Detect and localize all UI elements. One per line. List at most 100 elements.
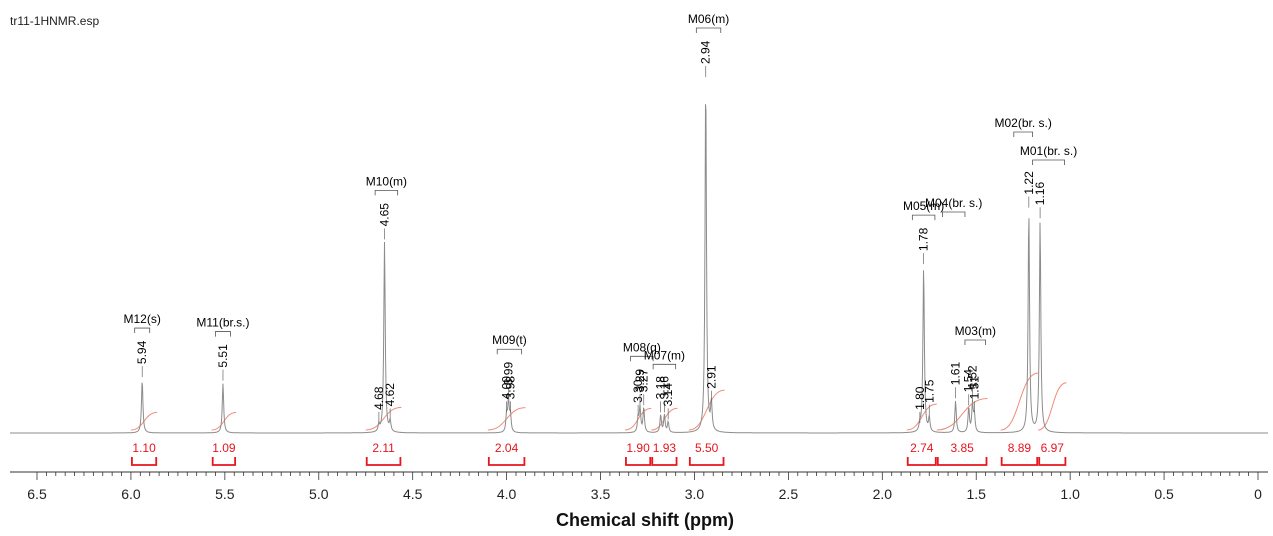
integral-value-3: 2.04 xyxy=(495,441,519,455)
multiplet-label-5: M07(m) xyxy=(644,348,685,362)
x-tick-label-0: 6.5 xyxy=(27,486,47,502)
multiplet-bracket-10 xyxy=(1013,131,1033,137)
multiplet-bracket-2 xyxy=(374,189,399,196)
peak-labels: 5.94 5.51 4.68 4.65 4.62 4.003.993.98 3.303.29… xyxy=(135,40,1047,423)
peak-label-15: 2.91 xyxy=(704,365,718,389)
integral-curve-2 xyxy=(365,406,402,431)
multiplet-bracket-8 xyxy=(942,211,966,217)
multiplet-label-2: M10(m) xyxy=(366,174,407,188)
x-tick-label-1: 6.0 xyxy=(121,486,141,502)
multiplet-bracket-7 xyxy=(911,214,936,221)
multiplet-bracket-5 xyxy=(652,363,677,370)
integral-bracket-5 xyxy=(651,457,678,466)
integral-curve-8 xyxy=(936,398,988,431)
peak-label-8: 3.30 xyxy=(631,379,645,403)
integral-value-2: 2.11 xyxy=(372,441,395,455)
peak-label-12: 3.16 xyxy=(657,376,671,400)
spectrum-line xyxy=(10,104,1268,434)
peak-label-19: 1.61 xyxy=(949,362,963,386)
multiplet-label-7: M05(m) xyxy=(903,199,944,213)
integral-curve-6 xyxy=(688,389,725,431)
x-tick-label-9: 2.0 xyxy=(873,486,893,502)
x-tick-label-4: 4.5 xyxy=(403,486,423,502)
x-tick-label-13: 0 xyxy=(1254,486,1262,502)
peak-label-10: 3.27 xyxy=(637,369,651,393)
integral-bracket-3 xyxy=(487,457,526,466)
x-tick-label-7: 3.0 xyxy=(685,486,705,502)
x-axis-title: Chemical shift (ppm) xyxy=(556,510,734,530)
multiplet-labels: M12(s) M11(br.s.) M10(m) M09(t) M08(q)M07(m)… xyxy=(124,12,1077,370)
integral-curve-1 xyxy=(211,411,237,431)
integral-bracket-8 xyxy=(936,457,988,466)
peak-label-18: 1.75 xyxy=(922,379,936,403)
integral-bracket-6 xyxy=(688,457,725,466)
peak-label-9: 3.29 xyxy=(633,369,647,393)
multiplet-label-4: M08(q) xyxy=(623,340,661,354)
integral-value-7: 2.74 xyxy=(910,441,934,455)
multiplet-label-10: M02(br. s.) xyxy=(995,116,1052,130)
integral-value-10: 6.97 xyxy=(1041,441,1065,455)
peak-label-24: 1.16 xyxy=(1033,182,1047,206)
peak-label-14: 2.94 xyxy=(699,40,713,64)
x-tick-label-8: 2.5 xyxy=(779,486,799,502)
multiplet-bracket-0 xyxy=(134,327,151,334)
peak-label-23: 1.22 xyxy=(1022,171,1036,195)
integral-value-6: 5.50 xyxy=(695,441,719,455)
integral-curve-7 xyxy=(906,403,937,431)
peak-label-16: 1.80 xyxy=(913,386,927,410)
peak-label-6: 3.99 xyxy=(502,362,516,386)
multiplet-bracket-9 xyxy=(964,339,987,345)
multiplet-bracket-3 xyxy=(496,348,523,355)
integral-value-8: 3.85 xyxy=(950,441,974,455)
multiplet-label-0: M12(s) xyxy=(124,312,161,326)
integral-value-1: 1.09 xyxy=(212,441,236,455)
peak-label-20: 1.54 xyxy=(962,369,976,393)
x-axis: 6.5 6.0 5.5 5.0 4.5 4.0 3.5 3.0 2.5 2.0 1.5 1.0 0.5 0 xyxy=(10,471,1268,502)
peak-label-2: 4.68 xyxy=(372,386,386,410)
x-tick-label-12: 0.5 xyxy=(1154,486,1174,502)
integral-bracket-10 xyxy=(1038,457,1067,466)
integral-value-5: 1.93 xyxy=(653,441,677,455)
peak-label-0: 5.94 xyxy=(135,340,149,364)
multiplet-label-1: M11(br.s.) xyxy=(196,316,249,330)
integral-value-0: 1.10 xyxy=(132,441,156,455)
multiplet-label-8: M04(br. s.) xyxy=(925,196,982,210)
multiplet-bracket-6 xyxy=(695,27,722,33)
peak-label-5: 4.00 xyxy=(500,376,514,400)
integral-curve-3 xyxy=(487,407,526,431)
peak-label-13: 3.14 xyxy=(661,383,675,407)
integral-markers: 1.10 1.09 2.11 2.04 1.90 1.93 5.50 2.74 3.85 8.89… xyxy=(131,441,1067,466)
x-tick-label-11: 1.0 xyxy=(1060,486,1080,502)
multiplet-bracket-1 xyxy=(215,331,231,337)
integral-curve-10 xyxy=(1038,382,1067,431)
integral-bracket-0 xyxy=(131,457,158,466)
integral-curve-9 xyxy=(1000,372,1039,431)
peak-label-4: 4.62 xyxy=(383,383,397,407)
multiplet-label-3: M09(t) xyxy=(492,333,527,347)
x-tick-label-3: 5.0 xyxy=(309,486,329,502)
multiplet-bracket-11 xyxy=(1032,159,1065,165)
integral-bracket-1 xyxy=(211,457,237,466)
multiplet-bracket-4 xyxy=(630,355,654,362)
integral-value-4: 1.90 xyxy=(626,441,650,455)
peak-label-21: 1.52 xyxy=(966,365,980,389)
x-tick-label-10: 1.5 xyxy=(966,486,986,502)
peak-label-1: 5.51 xyxy=(216,344,230,368)
x-tick-label-5: 4.0 xyxy=(497,486,517,502)
multiplet-label-6: M06(m) xyxy=(688,12,729,26)
integral-bracket-7 xyxy=(906,457,937,466)
multiplet-label-11: M01(br. s.) xyxy=(1020,144,1077,158)
integral-bracket-9 xyxy=(1000,457,1039,466)
peak-label-11: 3.18 xyxy=(654,376,668,400)
x-tick-label-2: 5.5 xyxy=(215,486,235,502)
peak-label-22: 1.51 xyxy=(967,376,981,400)
spectrum-filename: tr11-1HNMR.esp xyxy=(10,14,100,28)
integral-bracket-2 xyxy=(365,457,402,466)
integral-bracket-4 xyxy=(625,457,652,466)
integral-value-9: 8.89 xyxy=(1008,441,1032,455)
peak-label-3: 4.65 xyxy=(378,203,392,227)
peak-label-17: 1.78 xyxy=(917,227,931,251)
x-tick-label-6: 3.5 xyxy=(591,486,611,502)
